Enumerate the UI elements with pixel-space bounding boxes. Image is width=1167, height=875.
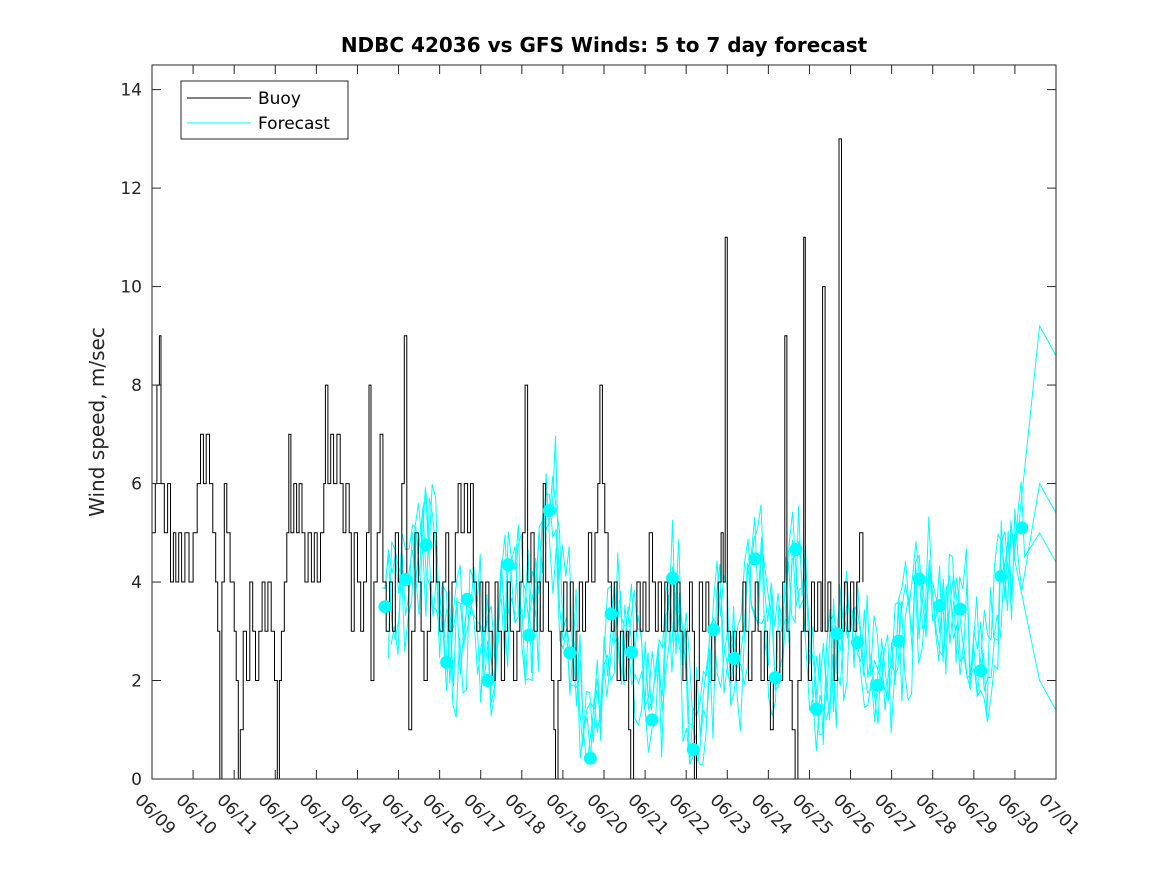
forecast-marker (871, 678, 885, 692)
forecast-marker (727, 651, 741, 665)
forecast-line (390, 435, 1057, 765)
buoy-line (152, 138, 864, 780)
forecast-marker (768, 671, 782, 685)
forecast-marker (830, 627, 844, 641)
forecast-marker (748, 552, 762, 566)
forecast-marker (953, 602, 967, 616)
forecast-marker (933, 599, 947, 613)
y-tick-label: 8 (131, 376, 142, 396)
forecast-marker (809, 702, 823, 716)
forecast-marker (481, 674, 495, 687)
legend-box (180, 80, 349, 140)
forecast-marker (707, 623, 721, 637)
forecast-marker (378, 600, 392, 614)
y-tick-label: 4 (131, 573, 142, 593)
forecast-marker (542, 504, 556, 518)
forecast-marker (460, 592, 474, 606)
forecast-marker (399, 573, 412, 587)
forecast-marker (563, 646, 577, 660)
forecast-marker (851, 636, 864, 650)
y-tick-label: 10 (120, 278, 142, 298)
y-tick-label: 12 (120, 179, 142, 199)
y-tick-label: 6 (131, 475, 142, 495)
legend-forecast-label: Forecast (258, 114, 330, 134)
legend-buoy-label: Buoy (258, 89, 301, 109)
y-axis-label: Wind speed, m/sec (85, 327, 109, 517)
forecast-marker (666, 571, 680, 585)
forecast-marker (440, 655, 454, 669)
forecast-marker (583, 751, 597, 765)
y-tick-label: 0 (131, 770, 142, 790)
forecast-marker (645, 713, 659, 727)
forecast-marker (501, 558, 515, 572)
y-tick-label: 2 (131, 672, 142, 692)
forecast-marker (604, 607, 618, 621)
y-tick-label: 14 (120, 81, 142, 101)
forecast-marker (994, 569, 1008, 583)
forecast-line (384, 324, 1057, 765)
forecast-marker (419, 538, 433, 552)
forecast-marker (912, 572, 926, 586)
forecast-marker (892, 634, 906, 648)
forecast-marker (522, 628, 536, 642)
legend: Buoy Forecast (180, 80, 349, 140)
forecast-marker (974, 664, 988, 678)
plot-area (152, 138, 1057, 780)
forecast-marker (686, 743, 700, 756)
forecast-marker (789, 543, 803, 556)
chart-title: NDBC 42036 vs GFS Winds: 5 to 7 day fore… (341, 33, 868, 57)
forecast-marker (1015, 521, 1029, 535)
forecast-marker (625, 645, 638, 659)
